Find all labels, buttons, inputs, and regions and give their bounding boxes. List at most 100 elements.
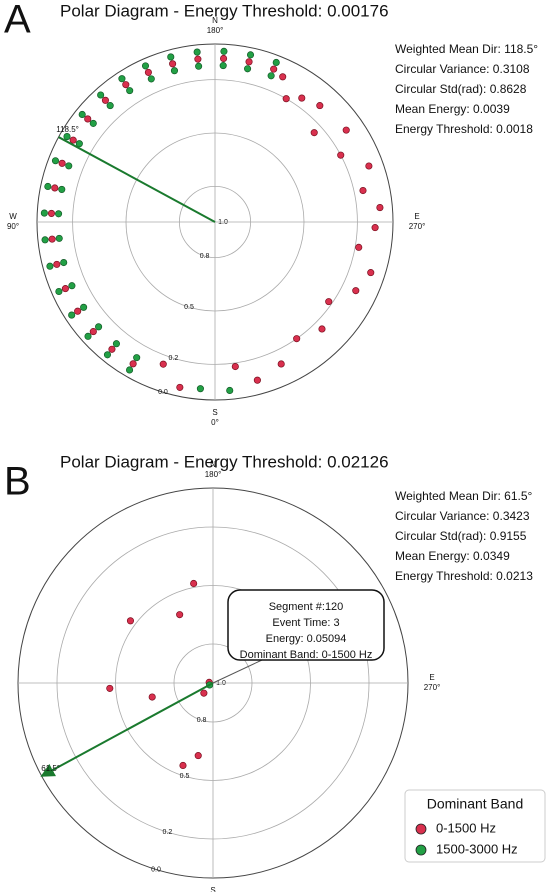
chart-title: Polar Diagram - Energy Threshold: 0.0212… [60,452,389,471]
data-point [316,102,324,110]
data-point [58,159,66,167]
data-point [112,340,120,348]
data-point [159,360,167,368]
stat-text: Circular Std(rad): 0.8628 [395,82,527,96]
data-point [126,366,134,374]
data-point [108,345,116,353]
data-point [55,234,63,242]
legend-label: 0-1500 Hz [436,820,496,835]
mean-direction-label: 118.5° [56,125,79,134]
data-point [220,54,228,63]
data-point [122,81,130,89]
angle-tick-label: 270° [409,222,426,231]
tooltip-text: Segment #:120 [269,601,344,613]
data-point [176,611,184,619]
tooltip-text: Event Time: 3 [272,617,339,629]
data-point [97,91,105,99]
data-point [277,360,285,368]
data-point [337,151,345,159]
legend-box [404,789,546,863]
data-point [47,209,56,217]
data-point [355,243,363,251]
panel-letter: A [4,0,31,42]
tooltip-text: Energy: 0.05094 [266,633,347,645]
stat-text: Energy Threshold: 0.0018 [395,122,533,136]
data-point [367,269,375,277]
chart-title: Polar Diagram - Energy Threshold: 0.0017… [60,1,389,20]
data-point [106,102,114,110]
data-point [58,185,66,193]
stat-text: Weighted Mean Dir: 118.5° [395,42,538,56]
data-point [63,133,71,141]
data-point [84,115,92,123]
radial-tick-label: 0.8 [197,717,207,724]
data-point [68,311,76,319]
direction-name: W [9,212,17,221]
data-point [106,684,114,692]
data-point [51,184,59,192]
data-point [253,376,261,384]
data-point [118,75,126,83]
stat-text: Energy Threshold: 0.0213 [395,569,533,583]
data-point [226,386,234,395]
data-point [270,65,278,73]
data-point [279,73,287,81]
radial-tick-label: 0.5 [180,773,190,780]
data-point [103,351,112,359]
stat-text: Weighted Mean Dir: 61.5° [395,489,533,503]
mean-direction-arrow [40,682,214,777]
stat-text: Mean Energy: 0.0349 [395,549,510,563]
data-point [310,129,318,137]
data-point [48,235,56,243]
tooltip-box [227,589,385,661]
direction-name: E [429,673,434,682]
angle-tick-label: 90° [7,222,19,231]
legend-swatch [415,823,427,835]
tooltip-pointer [212,659,263,684]
data-point [169,60,177,68]
data-point [129,360,137,368]
data-point [101,96,109,104]
data-point [84,332,92,340]
direction-name: N [210,460,216,469]
data-point [46,262,54,270]
direction-name: E [414,212,419,221]
data-point [325,298,333,306]
data-point [359,186,367,195]
tooltip-text: Dominant Band: 0-1500 Hz [240,649,373,661]
data-point [293,335,301,343]
data-point [194,752,202,760]
data-point [65,162,73,170]
data-point [194,55,202,63]
data-point [74,307,82,315]
data-point [342,126,350,134]
data-point [44,182,52,191]
mean-direction-label: 61.5° [41,764,60,773]
data-point [53,260,61,268]
data-point [51,157,60,165]
data-point [147,75,155,83]
data-point [244,65,252,73]
radial-tick-label: 0.2 [163,829,173,836]
angle-tick-label: 0° [211,418,219,427]
data-point [371,224,379,232]
data-point [170,67,179,75]
data-point [318,325,326,333]
angle-tick-label: 180° [205,470,222,479]
data-point [61,285,69,293]
data-point [41,236,49,244]
data-point [80,303,88,311]
data-point [231,362,239,371]
data-point [365,162,373,170]
data-point [69,136,77,144]
radial-tick-label: 0.0 [158,389,168,396]
data-point [195,62,203,70]
data-point [376,204,384,212]
data-point [200,689,208,697]
data-point [245,58,253,66]
data-point [179,761,187,770]
data-point [60,258,68,267]
angle-tick-label: 270° [424,683,441,692]
radial-tick-label: 0.2 [168,355,178,362]
